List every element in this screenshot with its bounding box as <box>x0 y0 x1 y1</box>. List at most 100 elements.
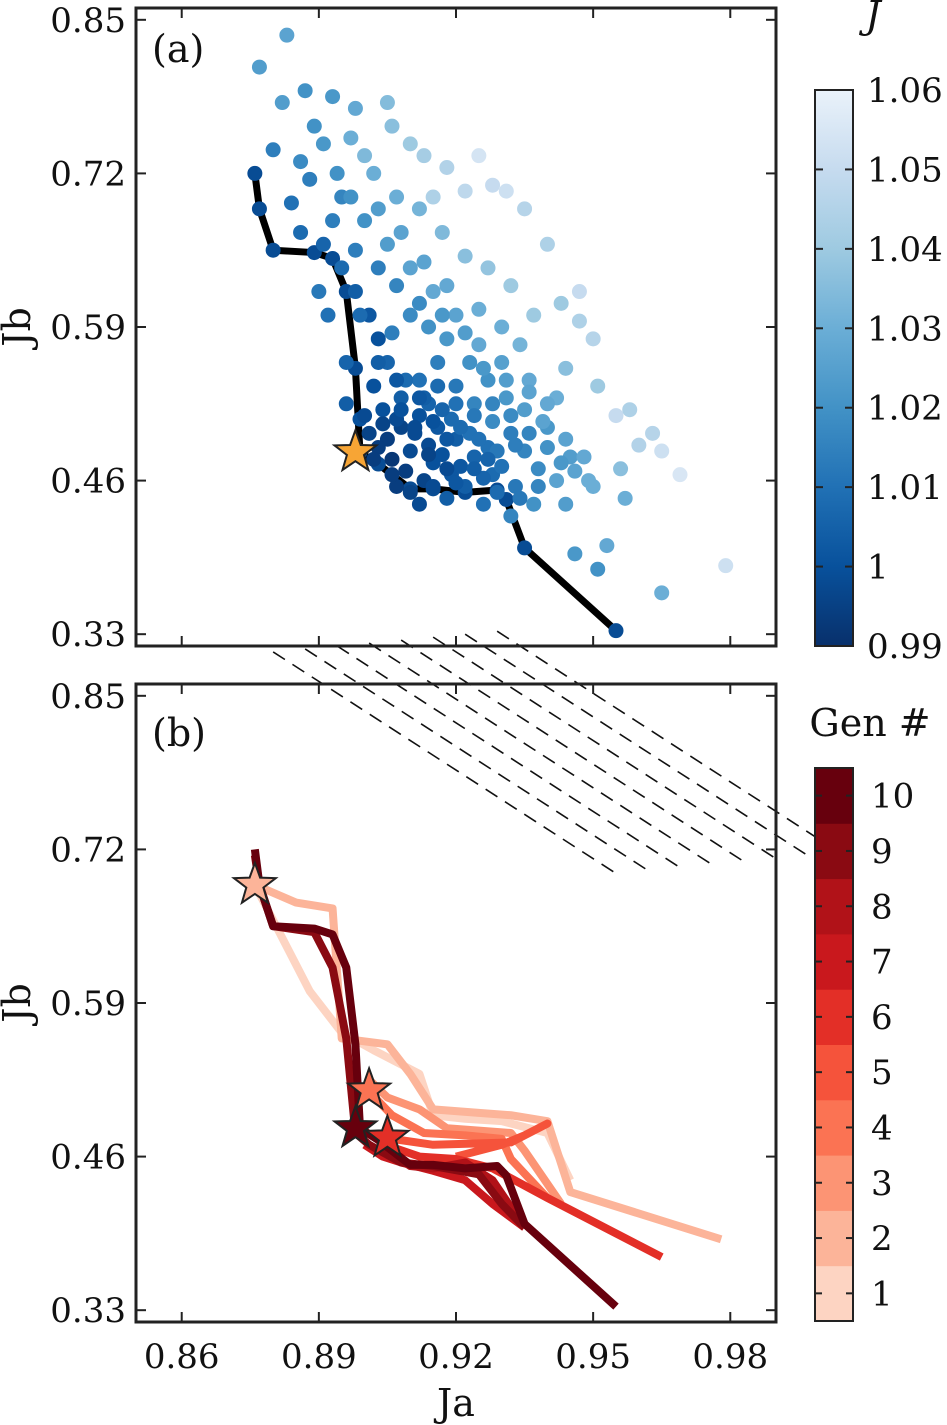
scatter-point <box>357 148 373 164</box>
scatter-point <box>535 414 551 430</box>
colorbar-a-ticks: 0.99 1 1.01 1.02 1.03 1.04 1.05 1.06 <box>815 71 943 667</box>
axis-ticks-a: 0.33 0.46 0.59 0.72 0.85 <box>50 1 776 655</box>
scatter-point <box>315 136 331 152</box>
scatter-point <box>485 396 501 412</box>
colorbar-a: J 0.99 1 1.01 1.02 1.03 1.04 1.05 1.06 <box>814 0 943 667</box>
scatter-point <box>494 458 510 474</box>
colorbar-a-gradient <box>814 89 854 647</box>
y-tick-label: 0.46 <box>50 1138 126 1178</box>
colorbar-a-label: J <box>858 0 882 37</box>
scatter-point <box>453 419 469 435</box>
colorbar-b-ticks: 1 2 3 4 5 6 7 8 9 10 <box>815 777 914 1314</box>
scatter-point <box>503 508 519 524</box>
scatter-point <box>631 437 647 453</box>
colorbar-tick-label: 0.99 <box>867 627 943 667</box>
scatter-point <box>393 224 409 240</box>
scatter-point <box>512 337 528 353</box>
scatter-point <box>334 260 350 276</box>
scatter-point <box>402 136 418 152</box>
scatter-point <box>503 408 519 424</box>
scatter-point <box>498 390 514 406</box>
scatter-point <box>402 307 418 323</box>
contour-line <box>464 633 809 857</box>
generation-star <box>345 1065 393 1111</box>
scatter-point <box>471 148 487 164</box>
scatter-point <box>453 458 469 474</box>
scatter-point <box>526 307 542 323</box>
scatter-point <box>434 307 450 323</box>
scatter-point <box>622 402 638 418</box>
generation-line <box>376 1119 552 1161</box>
scatter-point <box>521 372 537 388</box>
scatter-point <box>654 443 670 459</box>
scatter-point <box>471 431 487 447</box>
y-tick-label: 0.59 <box>50 984 126 1024</box>
y-tick-label: 0.33 <box>50 1291 126 1331</box>
scatter-point <box>517 402 533 418</box>
scatter-point <box>297 83 313 99</box>
scatter-point <box>306 118 322 134</box>
colorbar-tick-label: 1.01 <box>867 468 943 508</box>
scatter-point <box>379 95 395 111</box>
scatter-point <box>599 538 615 554</box>
y-axis-label-a: Jb <box>0 307 39 351</box>
scatter-point <box>320 307 336 323</box>
colorbar-tick-label: 1.03 <box>867 309 943 349</box>
generation-stars <box>231 859 412 1158</box>
scatter-point <box>338 396 354 412</box>
scatter-point <box>539 440 555 456</box>
colorbar-b-frame <box>814 767 854 1322</box>
scatter-point <box>521 425 537 441</box>
scatter-point <box>411 295 427 311</box>
scatter-point <box>352 307 368 323</box>
scatter-point <box>407 419 423 435</box>
scatter-point <box>439 278 455 294</box>
scatter-point <box>480 372 496 388</box>
generation-star <box>363 1112 412 1158</box>
scatter-point <box>283 195 299 211</box>
scatter-point <box>430 378 446 394</box>
path-point <box>517 540 533 556</box>
scatter-point <box>411 201 427 217</box>
colorbar-tick-label: 3 <box>871 1164 893 1204</box>
x-tick-label: 0.95 <box>555 1337 631 1377</box>
scatter-point <box>503 425 519 441</box>
scatter-point <box>361 425 377 441</box>
colorbar-b: Gen # 1 2 3 4 5 6 7 8 9 10 <box>809 701 931 1322</box>
scatter-point <box>416 148 432 164</box>
scatter-point <box>370 260 386 276</box>
generation-line <box>253 881 723 1244</box>
scatter-point <box>375 402 391 418</box>
scatter-point <box>311 284 327 300</box>
scatter-point <box>471 301 487 317</box>
panel-b: 0.33 0.46 0.59 0.72 0.85 0.86 0.89 0.92 0.95 0.98… <box>0 677 778 1425</box>
y-tick-label: 0.72 <box>50 154 126 194</box>
scatter-point <box>475 470 491 486</box>
scatter-point <box>389 479 405 494</box>
scatter-point <box>357 408 373 424</box>
scatter-point <box>411 390 427 406</box>
scatter-point <box>416 254 432 270</box>
scatter-point <box>293 154 309 170</box>
path-point <box>325 250 341 266</box>
scatter-point <box>475 496 491 512</box>
scatter-point <box>475 360 491 376</box>
scatter-point <box>539 236 555 252</box>
colorbar-tick-label: 9 <box>871 832 893 872</box>
colorbar-tick-label: 5 <box>871 1053 893 1093</box>
generation-line <box>366 1088 551 1201</box>
colorbar-tick-label: 1.06 <box>867 71 943 111</box>
scatter-point <box>375 416 391 432</box>
best-star <box>331 427 380 473</box>
x-axis-label-b: Ja <box>433 1381 475 1425</box>
scatter-point <box>338 354 354 370</box>
scatter-point <box>325 89 341 105</box>
y-tick-label: 0.59 <box>50 308 126 348</box>
panel-label-b: (b) <box>152 711 206 755</box>
scatter-point <box>553 295 569 311</box>
scatter-point <box>480 451 496 467</box>
scatter-point <box>448 307 464 323</box>
scatter-point <box>585 479 601 494</box>
scatter-point <box>512 490 528 506</box>
scatter-point <box>279 27 295 43</box>
